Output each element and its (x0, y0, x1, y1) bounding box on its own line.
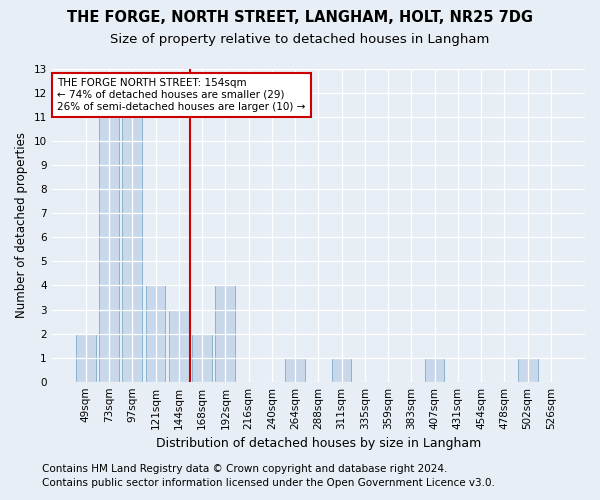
Y-axis label: Number of detached properties: Number of detached properties (15, 132, 28, 318)
Bar (146, 286, 166, 382)
Bar (99, 117, 119, 382)
X-axis label: Distribution of detached houses by size in Langham: Distribution of detached houses by size … (156, 437, 481, 450)
Bar (122, 117, 142, 382)
Text: Size of property relative to detached houses in Langham: Size of property relative to detached ho… (110, 32, 490, 46)
Bar (169, 310, 188, 382)
Text: Contains HM Land Registry data © Crown copyright and database right 2024.
Contai: Contains HM Land Registry data © Crown c… (42, 464, 495, 487)
Bar (285, 358, 305, 382)
Bar (425, 358, 445, 382)
Bar (332, 358, 352, 382)
Text: THE FORGE, NORTH STREET, LANGHAM, HOLT, NR25 7DG: THE FORGE, NORTH STREET, LANGHAM, HOLT, … (67, 10, 533, 25)
Bar (518, 358, 538, 382)
Bar (76, 334, 95, 382)
Text: THE FORGE NORTH STREET: 154sqm
← 74% of detached houses are smaller (29)
26% of : THE FORGE NORTH STREET: 154sqm ← 74% of … (57, 78, 305, 112)
Bar (215, 286, 235, 382)
Bar (192, 334, 212, 382)
